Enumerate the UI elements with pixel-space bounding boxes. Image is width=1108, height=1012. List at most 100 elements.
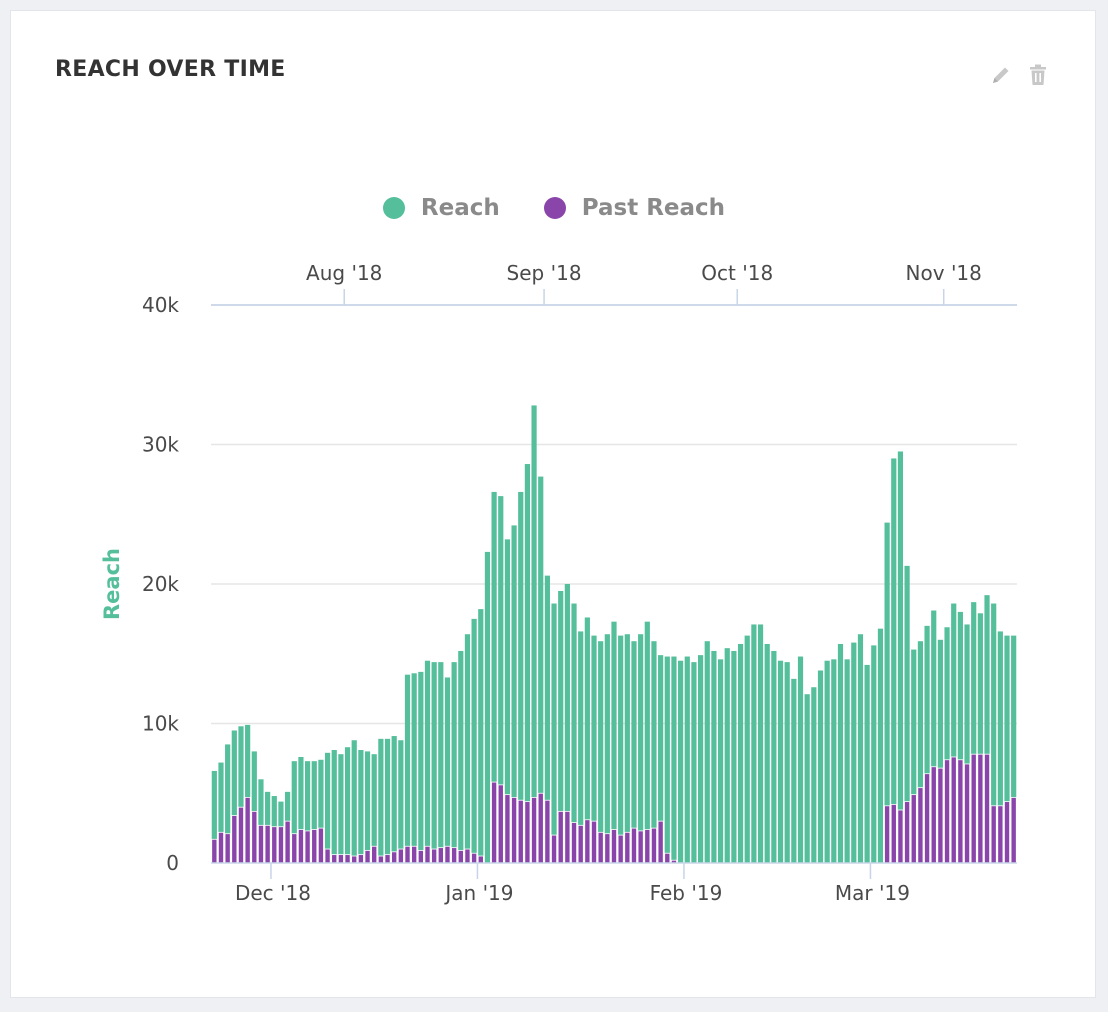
- legend-item-reach[interactable]: Reach: [382, 195, 500, 221]
- past-reach-bar: [491, 781, 498, 864]
- past-reach-bar: [1004, 801, 1011, 864]
- reach-bar: [551, 603, 557, 863]
- reach-bar: [864, 664, 870, 863]
- past-reach-bar: [304, 830, 311, 864]
- reach-bar: [411, 673, 417, 863]
- past-reach-bar: [1010, 797, 1017, 864]
- past-reach-bar: [577, 824, 584, 864]
- reach-bar: [291, 761, 297, 863]
- reach-bar: [371, 754, 377, 863]
- reach-bar: [218, 762, 224, 863]
- reach-bar: [737, 643, 744, 863]
- past-reach-bar: [604, 833, 611, 864]
- past-reach-bar: [377, 855, 384, 864]
- past-reach-bar: [551, 834, 558, 864]
- reach-bar: [531, 405, 537, 863]
- reach-bar: [911, 649, 917, 863]
- reach-bar: [777, 660, 784, 863]
- reach-bar: [684, 656, 690, 863]
- reach-bar: [884, 522, 890, 863]
- reach-bar: [245, 724, 251, 863]
- x-bottom-tick-label: Dec '18: [235, 881, 311, 905]
- legend-item-past-reach[interactable]: Past Reach: [543, 195, 725, 221]
- reach-bar: [697, 655, 704, 863]
- reach-bar: [618, 635, 624, 863]
- y-tick-label: 10k: [142, 712, 179, 736]
- reach-bar: [538, 476, 544, 863]
- past-reach-bar: [424, 845, 431, 864]
- widget-title: REACH OVER TIME: [55, 57, 286, 82]
- past-reach-bar: [317, 827, 324, 864]
- past-reach-bar: [277, 826, 284, 864]
- reach-bar: [977, 613, 983, 863]
- reach-bar: [1004, 635, 1010, 863]
- past-reach-bar: [431, 848, 438, 864]
- past-reach-bar: [664, 852, 671, 864]
- reach-bar: [404, 674, 411, 863]
- reach-bar: [877, 628, 884, 863]
- reach-bar: [751, 624, 757, 863]
- past-reach-bar: [404, 845, 411, 864]
- reach-bar: [351, 740, 357, 863]
- reach-bar: [797, 656, 804, 863]
- reach-bar: [658, 655, 664, 863]
- past-reach-bar: [904, 801, 911, 864]
- past-reach-bar: [217, 831, 224, 864]
- past-reach-bar: [517, 799, 524, 864]
- past-reach-bar: [497, 784, 504, 864]
- reach-bar: [691, 662, 697, 863]
- reach-bar: [464, 634, 471, 863]
- past-reach-bar: [531, 797, 538, 864]
- past-reach-bar: [597, 831, 604, 864]
- past-reach-bar: [457, 850, 464, 864]
- reach-bar: [384, 738, 391, 863]
- past-reach-bar: [504, 794, 511, 864]
- reach-bar: [478, 609, 484, 863]
- past-reach-bar: [957, 759, 964, 864]
- past-reach-legend-marker: [543, 197, 566, 219]
- reach-bar: [917, 641, 924, 863]
- reach-bar: [784, 662, 790, 863]
- y-axis-title: Reach: [100, 548, 124, 620]
- reach-bar: [631, 641, 637, 863]
- past-reach-bar: [271, 826, 278, 864]
- past-reach-bar: [564, 810, 571, 864]
- reach-bar: [511, 525, 517, 863]
- reach-bar: [964, 624, 970, 863]
- x-top-tick-label: Aug '18: [306, 261, 382, 285]
- past-reach-bar: [977, 753, 984, 864]
- delete-button[interactable]: [1024, 63, 1052, 91]
- past-reach-bar: [930, 766, 937, 864]
- reach-bar: [1011, 635, 1017, 863]
- reach-bar: [544, 575, 550, 863]
- reach-bar: [831, 659, 837, 863]
- past-reach-bar: [910, 794, 917, 864]
- reach-bar: [804, 694, 810, 863]
- past-reach-bar: [297, 829, 304, 864]
- past-reach-bar: [244, 797, 251, 864]
- past-reach-bar: [970, 753, 977, 864]
- reach-bar: [678, 660, 684, 863]
- reach-bar: [791, 678, 797, 863]
- reach-bar: [857, 634, 864, 863]
- reach-bar: [598, 641, 604, 863]
- past-reach-bar: [437, 847, 444, 864]
- past-reach-bar: [224, 833, 231, 864]
- past-reach-bar: [337, 854, 344, 864]
- reach-bar: [611, 621, 617, 863]
- edit-button[interactable]: [987, 63, 1015, 91]
- y-tick-label: 30k: [142, 433, 179, 457]
- trash-icon: [1028, 64, 1048, 90]
- past-reach-bar: [584, 819, 591, 864]
- reach-bar: [644, 621, 650, 863]
- x-bottom-tick-label: Feb '19: [650, 881, 723, 905]
- reach-bar: [358, 750, 364, 863]
- reach-bar: [398, 740, 404, 863]
- reach-bar: [764, 643, 770, 863]
- past-reach-bar: [291, 833, 298, 864]
- reach-bar: [638, 634, 644, 863]
- past-reach-bar: [451, 847, 458, 864]
- reach-bar: [304, 761, 311, 863]
- past-reach-bar: [257, 824, 264, 864]
- reach-bar: [331, 750, 337, 863]
